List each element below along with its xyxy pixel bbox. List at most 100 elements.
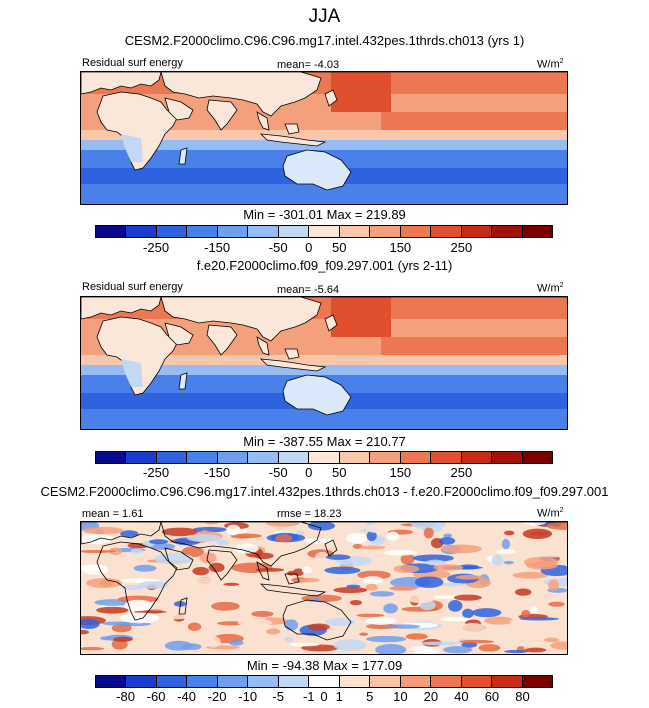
colorbar-cell (461, 676, 493, 687)
field-patch (266, 628, 281, 635)
field-patch (521, 610, 531, 618)
field-patch (366, 635, 407, 643)
field-patch (438, 537, 456, 545)
colorbar-tick-label: 60 (484, 689, 500, 704)
panel3-map-field (81, 522, 567, 654)
colorbar-tick-label: 150 (389, 465, 412, 480)
field-patch (548, 579, 560, 591)
field-patch (365, 524, 391, 534)
panel3-colorbar (95, 675, 553, 688)
land-seasia (256, 336, 270, 356)
field-patch (234, 543, 259, 554)
field-patch (333, 586, 368, 594)
colorbar-tick-label: 0 (305, 465, 313, 480)
land-southern-africa-field (121, 134, 143, 162)
field-pacific-band (381, 337, 567, 355)
field-patch (81, 549, 116, 553)
colorbar-tick-label: -60 (146, 689, 166, 704)
field-patch (164, 640, 193, 651)
field-patch (205, 522, 219, 525)
colorbar-cell (522, 452, 553, 463)
colorbar-tick-label: 50 (332, 240, 347, 255)
colorbar-tick-label: 150 (389, 240, 412, 255)
colorbar-tick-label: 5 (366, 689, 374, 704)
field-patch (440, 544, 483, 554)
field-patch (253, 552, 274, 560)
land-outline-seasia (256, 561, 270, 581)
colorbar-cell (339, 452, 371, 463)
field-patch (512, 571, 549, 579)
field-patch (349, 600, 362, 606)
land-southern-africa-field (121, 359, 143, 387)
field-patch (251, 610, 274, 617)
panel1-units: W/m (537, 58, 560, 71)
panel2-units: W/m (537, 282, 560, 295)
field-patch (161, 527, 198, 537)
colorbar-cell (492, 676, 523, 687)
field-patch (287, 570, 296, 576)
panel2-subtitle: f.e20.F2000climo.f09_f09.297.001 (yrs 2-… (196, 258, 453, 273)
field-patch (345, 522, 368, 531)
field-patch (324, 566, 361, 575)
field-patch (113, 636, 133, 642)
panel3-subtitle: CESM2.F2000climo.C96.C96.mg17.intel.432p… (40, 484, 609, 499)
field-patch (326, 600, 348, 605)
field-patch (265, 522, 300, 527)
field-patch (130, 548, 143, 554)
field-patch (149, 539, 169, 545)
colorbar-cell (96, 226, 127, 237)
land-madagascar (178, 147, 188, 165)
field-patch (173, 600, 187, 607)
field-patch (271, 549, 291, 555)
field-patch (412, 554, 455, 562)
colorbar-tick-label: -40 (177, 689, 196, 704)
field-patch (524, 647, 547, 653)
land-arabia (164, 322, 194, 346)
land-outline-borneo (284, 573, 300, 585)
land-africa (96, 91, 178, 171)
field-patch (345, 533, 368, 544)
colorbar-tick-label: -5 (272, 689, 284, 704)
field-patch (121, 585, 145, 591)
field-patch (101, 621, 133, 626)
colorbar-cell (248, 452, 279, 463)
panel1-variable-label: Residual surf energy (82, 57, 183, 69)
field-patch (491, 554, 504, 566)
colorbar-cell (248, 226, 279, 237)
colorbar-tick-label: -20 (207, 689, 227, 704)
field-patch (366, 530, 377, 542)
field-patch (459, 639, 495, 644)
panel1-colorbar (95, 225, 553, 238)
field-patch (298, 578, 320, 583)
field-patch (124, 599, 153, 612)
land-borneo (284, 123, 300, 135)
colorbar-tick-label: -150 (204, 240, 231, 255)
colorbar-cell (522, 226, 553, 237)
field-patch (495, 549, 516, 554)
field-patch (362, 576, 384, 584)
land-arabia (164, 97, 194, 121)
colorbar-cell (522, 676, 553, 687)
field-patch (100, 636, 113, 641)
field-patch (484, 616, 515, 625)
field-patch (443, 646, 473, 654)
field-patch (471, 608, 502, 618)
field-patch (383, 549, 418, 556)
field-patch (289, 642, 320, 647)
land-borneo (284, 348, 300, 360)
land-europe (81, 297, 162, 320)
field-patch (433, 564, 464, 571)
field-patch (284, 636, 294, 643)
land-japan (324, 314, 338, 332)
panel2-minmax: Min = -387.55 Max = 210.77 (243, 434, 406, 449)
panel1-mean-label: mean= -4.03 (277, 59, 340, 71)
colorbar-cell (339, 226, 371, 237)
field-patch (120, 530, 139, 538)
field-patch (154, 552, 194, 565)
field-patch (504, 530, 515, 536)
colorbar-tick-label: -50 (268, 465, 288, 480)
panel2-colorbar (95, 451, 553, 464)
colorbar-tick-label: -1 (302, 689, 315, 704)
field-patch (314, 551, 330, 564)
colorbar-cell (492, 452, 523, 463)
